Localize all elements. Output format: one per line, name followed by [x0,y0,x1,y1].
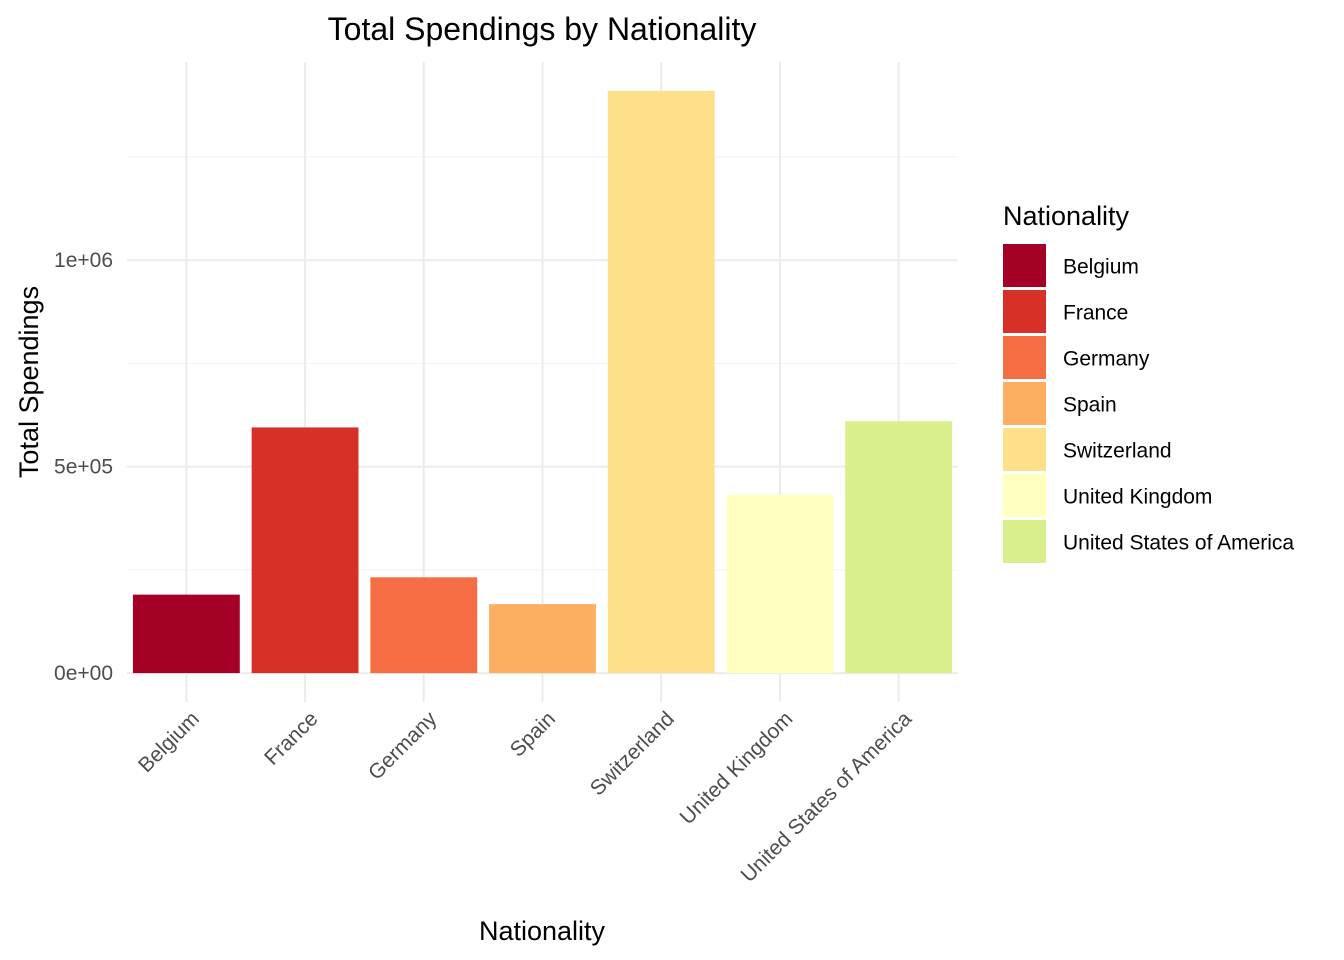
legend-title: Nationality [1003,201,1130,231]
legend-label: Belgium [1063,256,1139,279]
legend-label: United States of America [1063,532,1294,555]
bar [607,90,715,674]
legend-swatch [1003,520,1046,563]
x-tick-label: Belgium [134,707,204,777]
bar [489,604,596,674]
x-tick-label: United Kingdom [676,707,798,829]
y-tick-label: 5e+05 [54,456,113,479]
chart-title: Total Spendings by Nationality [328,11,757,47]
legend-label: United Kingdom [1063,486,1212,509]
bar [845,421,953,674]
legend-swatch [1003,244,1046,287]
y-axis-label: Total Spendings [14,286,44,478]
legend-swatch [1003,336,1046,379]
x-axis-label: Nationality [479,916,606,946]
x-tick-label: France [260,707,322,769]
legend-swatch [1003,290,1046,333]
legend-items: Belgium France Germany Spain Switzerland Unit… [1003,244,1294,563]
bar [251,427,359,674]
y-axis-ticks: 0e+00 5e+05 1e+06 [54,249,113,685]
y-tick-label: 0e+00 [54,662,113,685]
y-tick-label: 1e+06 [54,249,113,272]
x-tick-label: Switzerland [586,707,679,800]
legend: Nationality Belgium France Germany Spain Swi… [1003,201,1294,563]
legend-swatch [1003,382,1046,425]
legend-label: Germany [1063,348,1150,371]
legend-label: Spain [1063,394,1117,417]
x-tick-label: Germany [364,707,442,785]
bar [370,577,478,674]
bars [132,90,953,674]
legend-label: Switzerland [1063,440,1172,463]
legend-swatch [1003,474,1046,517]
legend-swatch [1003,428,1046,471]
bar [726,494,834,674]
x-tick-label: Spain [506,707,560,761]
bar [132,594,240,674]
x-axis-ticks: Belgium France Germany Spain SwitzerlandUnit… [134,707,916,887]
legend-label: France [1063,302,1128,325]
